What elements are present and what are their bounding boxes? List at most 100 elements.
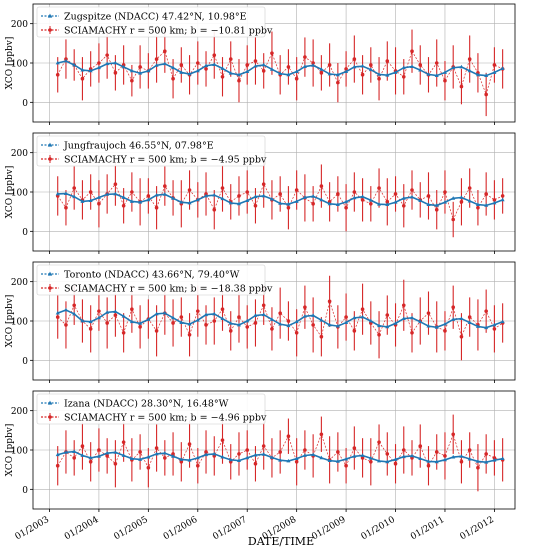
ndacc-point — [253, 452, 258, 457]
sciamachy-point — [369, 63, 373, 67]
sciamachy-point — [476, 465, 480, 470]
sciamachy-point — [319, 71, 324, 75]
ndacc-point — [88, 198, 93, 203]
y-axis-label: XCO [ppbv] — [5, 37, 15, 90]
sciamachy-point — [72, 456, 76, 460]
axes-frame — [32, 261, 516, 381]
ndacc-point — [228, 457, 233, 462]
sciamachy-point — [286, 434, 291, 439]
legend-ndacc-marker — [47, 400, 53, 405]
ndacc-point — [451, 454, 456, 459]
ndacc-point — [228, 71, 233, 75]
ndacc-point — [121, 195, 126, 199]
ndacc-point — [63, 191, 68, 195]
ndacc-point — [245, 318, 250, 323]
ndacc-point — [63, 58, 68, 63]
ndacc-point — [138, 71, 143, 75]
y-tick-label: 0 — [22, 357, 28, 367]
chart-panel-1: 0 100 200 XCO [ppbv] Zugspitze (NDACC) 47.42… — [5, 3, 516, 125]
sciamachy-point — [130, 78, 134, 83]
ndacc-point — [269, 67, 274, 71]
sciamachy-point — [393, 192, 398, 196]
ndacc-point — [418, 67, 423, 72]
ndacc-point — [385, 324, 390, 329]
sciamachy-point — [467, 57, 472, 61]
ndacc-point — [451, 317, 456, 321]
ndacc-point — [80, 67, 85, 72]
ndacc-point — [451, 196, 456, 200]
ndacc-point — [105, 192, 110, 196]
ndacc-point — [492, 458, 497, 462]
sciamachy-point — [220, 186, 225, 190]
y-tick-label: 100 — [11, 318, 28, 328]
x-tick-label: 01/2010 — [360, 515, 398, 542]
ndacc-point — [129, 68, 134, 73]
ndacc-point — [195, 455, 200, 460]
sciamachy-point — [401, 303, 406, 308]
sciamachy-point — [228, 57, 233, 61]
ndacc-point — [352, 315, 357, 320]
ndacc-point — [146, 317, 151, 321]
sciamachy-point — [187, 442, 192, 446]
ndacc-point — [129, 199, 134, 203]
ndacc-point — [212, 62, 217, 66]
legend: Izana (NDACC) 28.30°N, 16.48°W SCIAMACHY … — [36, 393, 267, 425]
sciamachy-point — [278, 311, 282, 315]
sciamachy-point — [64, 323, 68, 327]
chart-panel-2: 0 100 200 XCO [ppbv] Jungfraujoch 46.55°N, 0… — [5, 132, 516, 254]
ndacc-point — [269, 317, 274, 321]
ndacc-point — [410, 194, 415, 199]
sciamachy-point — [195, 309, 200, 313]
ndacc-point — [187, 458, 192, 462]
ndacc-point — [195, 197, 200, 202]
sciamachy-point — [319, 334, 324, 339]
ndacc-point — [311, 452, 316, 457]
sciamachy-point — [97, 448, 101, 452]
ndacc-point — [492, 322, 497, 327]
sciamachy-point — [294, 460, 299, 464]
legend-sciamachy-marker — [48, 157, 52, 161]
ndacc-point — [72, 62, 77, 67]
ndacc-point — [162, 61, 167, 66]
ndacc-point — [475, 72, 480, 77]
sciamachy-point — [311, 61, 315, 65]
sciamachy-point — [171, 452, 175, 456]
legend-label-sciamachy: SCIAMACHY r = 500 km; b = −4.95 ppbv — [64, 155, 267, 166]
y-tick-label: 200 — [11, 278, 28, 288]
sciamachy-point — [492, 456, 497, 460]
sciamachy-point — [261, 69, 266, 73]
sciamachy-point — [434, 207, 439, 212]
ndacc-point — [195, 68, 200, 73]
sciamachy-point — [220, 307, 225, 312]
ndacc-point — [154, 451, 159, 456]
ndacc-point — [80, 453, 85, 457]
panels: 0 100 200 XCO [ppbv] Zugspitze (NDACC) 47.42… — [5, 3, 516, 542]
sciamachy-point — [401, 448, 406, 452]
legend-box — [36, 393, 266, 425]
ndacc-point — [410, 315, 415, 320]
legend-sciamachy-marker — [48, 286, 52, 290]
sciamachy-point — [344, 463, 348, 468]
sciamachy-point — [344, 67, 348, 71]
ndacc-point — [319, 455, 324, 460]
ndacc-point — [286, 72, 291, 77]
ndacc-point — [385, 459, 390, 464]
sciamachy-point — [237, 194, 241, 198]
ndacc-point — [327, 201, 332, 206]
sciamachy-point — [352, 190, 357, 194]
sciamachy-point — [426, 311, 431, 315]
sciamachy-point — [385, 452, 390, 456]
sciamachy-point — [410, 331, 414, 335]
sciamachy-point — [97, 202, 101, 206]
ndacc-point — [335, 72, 340, 77]
ndacc-point — [368, 67, 373, 72]
ndacc-point — [418, 456, 423, 461]
ndacc-point — [434, 459, 439, 464]
sciamachy-point — [88, 190, 93, 194]
sciamachy-point — [80, 444, 85, 448]
sciamachy-point — [253, 321, 258, 325]
legend-ndacc-marker — [47, 13, 53, 18]
sciamachy-point — [303, 305, 307, 310]
sciamachy-point — [492, 198, 497, 202]
sciamachy-point — [261, 182, 266, 186]
